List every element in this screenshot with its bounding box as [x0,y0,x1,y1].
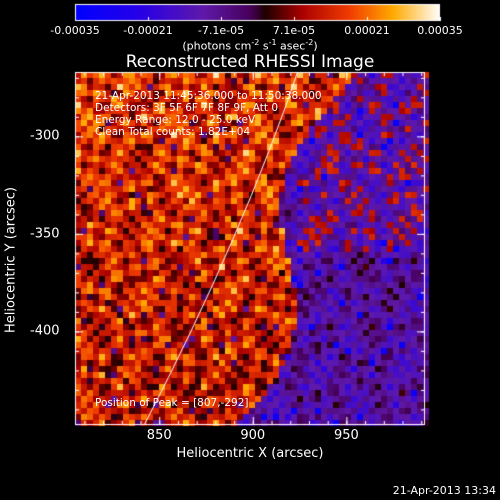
info-time-range: 21-Apr-2013 11:45:36.000 to 11:50:38.000 [95,90,322,102]
x-tick-label: 950 [333,428,359,443]
colorbar-tick-label: -0.00021 [123,24,173,37]
colorbar-tick-label: 7.1e-05 [272,24,316,37]
y-axis-label: Heliocentric Y (arcsec) [3,187,19,333]
chart-title: Reconstructed RHESSI Image [125,52,375,72]
colorbar-unit-label: (photons cm-2 s-1 asec-2) [182,38,318,53]
x-axis-label: Heliocentric X (arcsec) [176,446,324,461]
y-tick-label: -400 [30,323,60,339]
x-tick-label: 900 [240,428,266,443]
info-counts: Clean Total counts: 1.82E+04 [95,126,251,138]
info-energy-range: Energy Range: 12.0 - 25.0 keV [95,114,256,126]
colorbar-tick-label: 0.00021 [344,24,390,37]
footer-timestamp: 21-Apr-2013 13:34 [392,484,496,497]
info-detectors: Detectors: 3F 5F 6F 7F 8F 9F, Att 0 [95,102,279,114]
colorbar-tick-label: -7.1e-05 [197,24,245,37]
x-tick-label: 850 [146,428,172,443]
y-tick-label: -300 [30,128,60,144]
y-tick-label: -350 [30,226,60,242]
colorbar-tick-label: -0.00035 [50,24,100,37]
peak-position-label: Position of Peak = [807,-292] [95,397,249,409]
colorbar-tick-label: 0.00035 [417,24,463,37]
